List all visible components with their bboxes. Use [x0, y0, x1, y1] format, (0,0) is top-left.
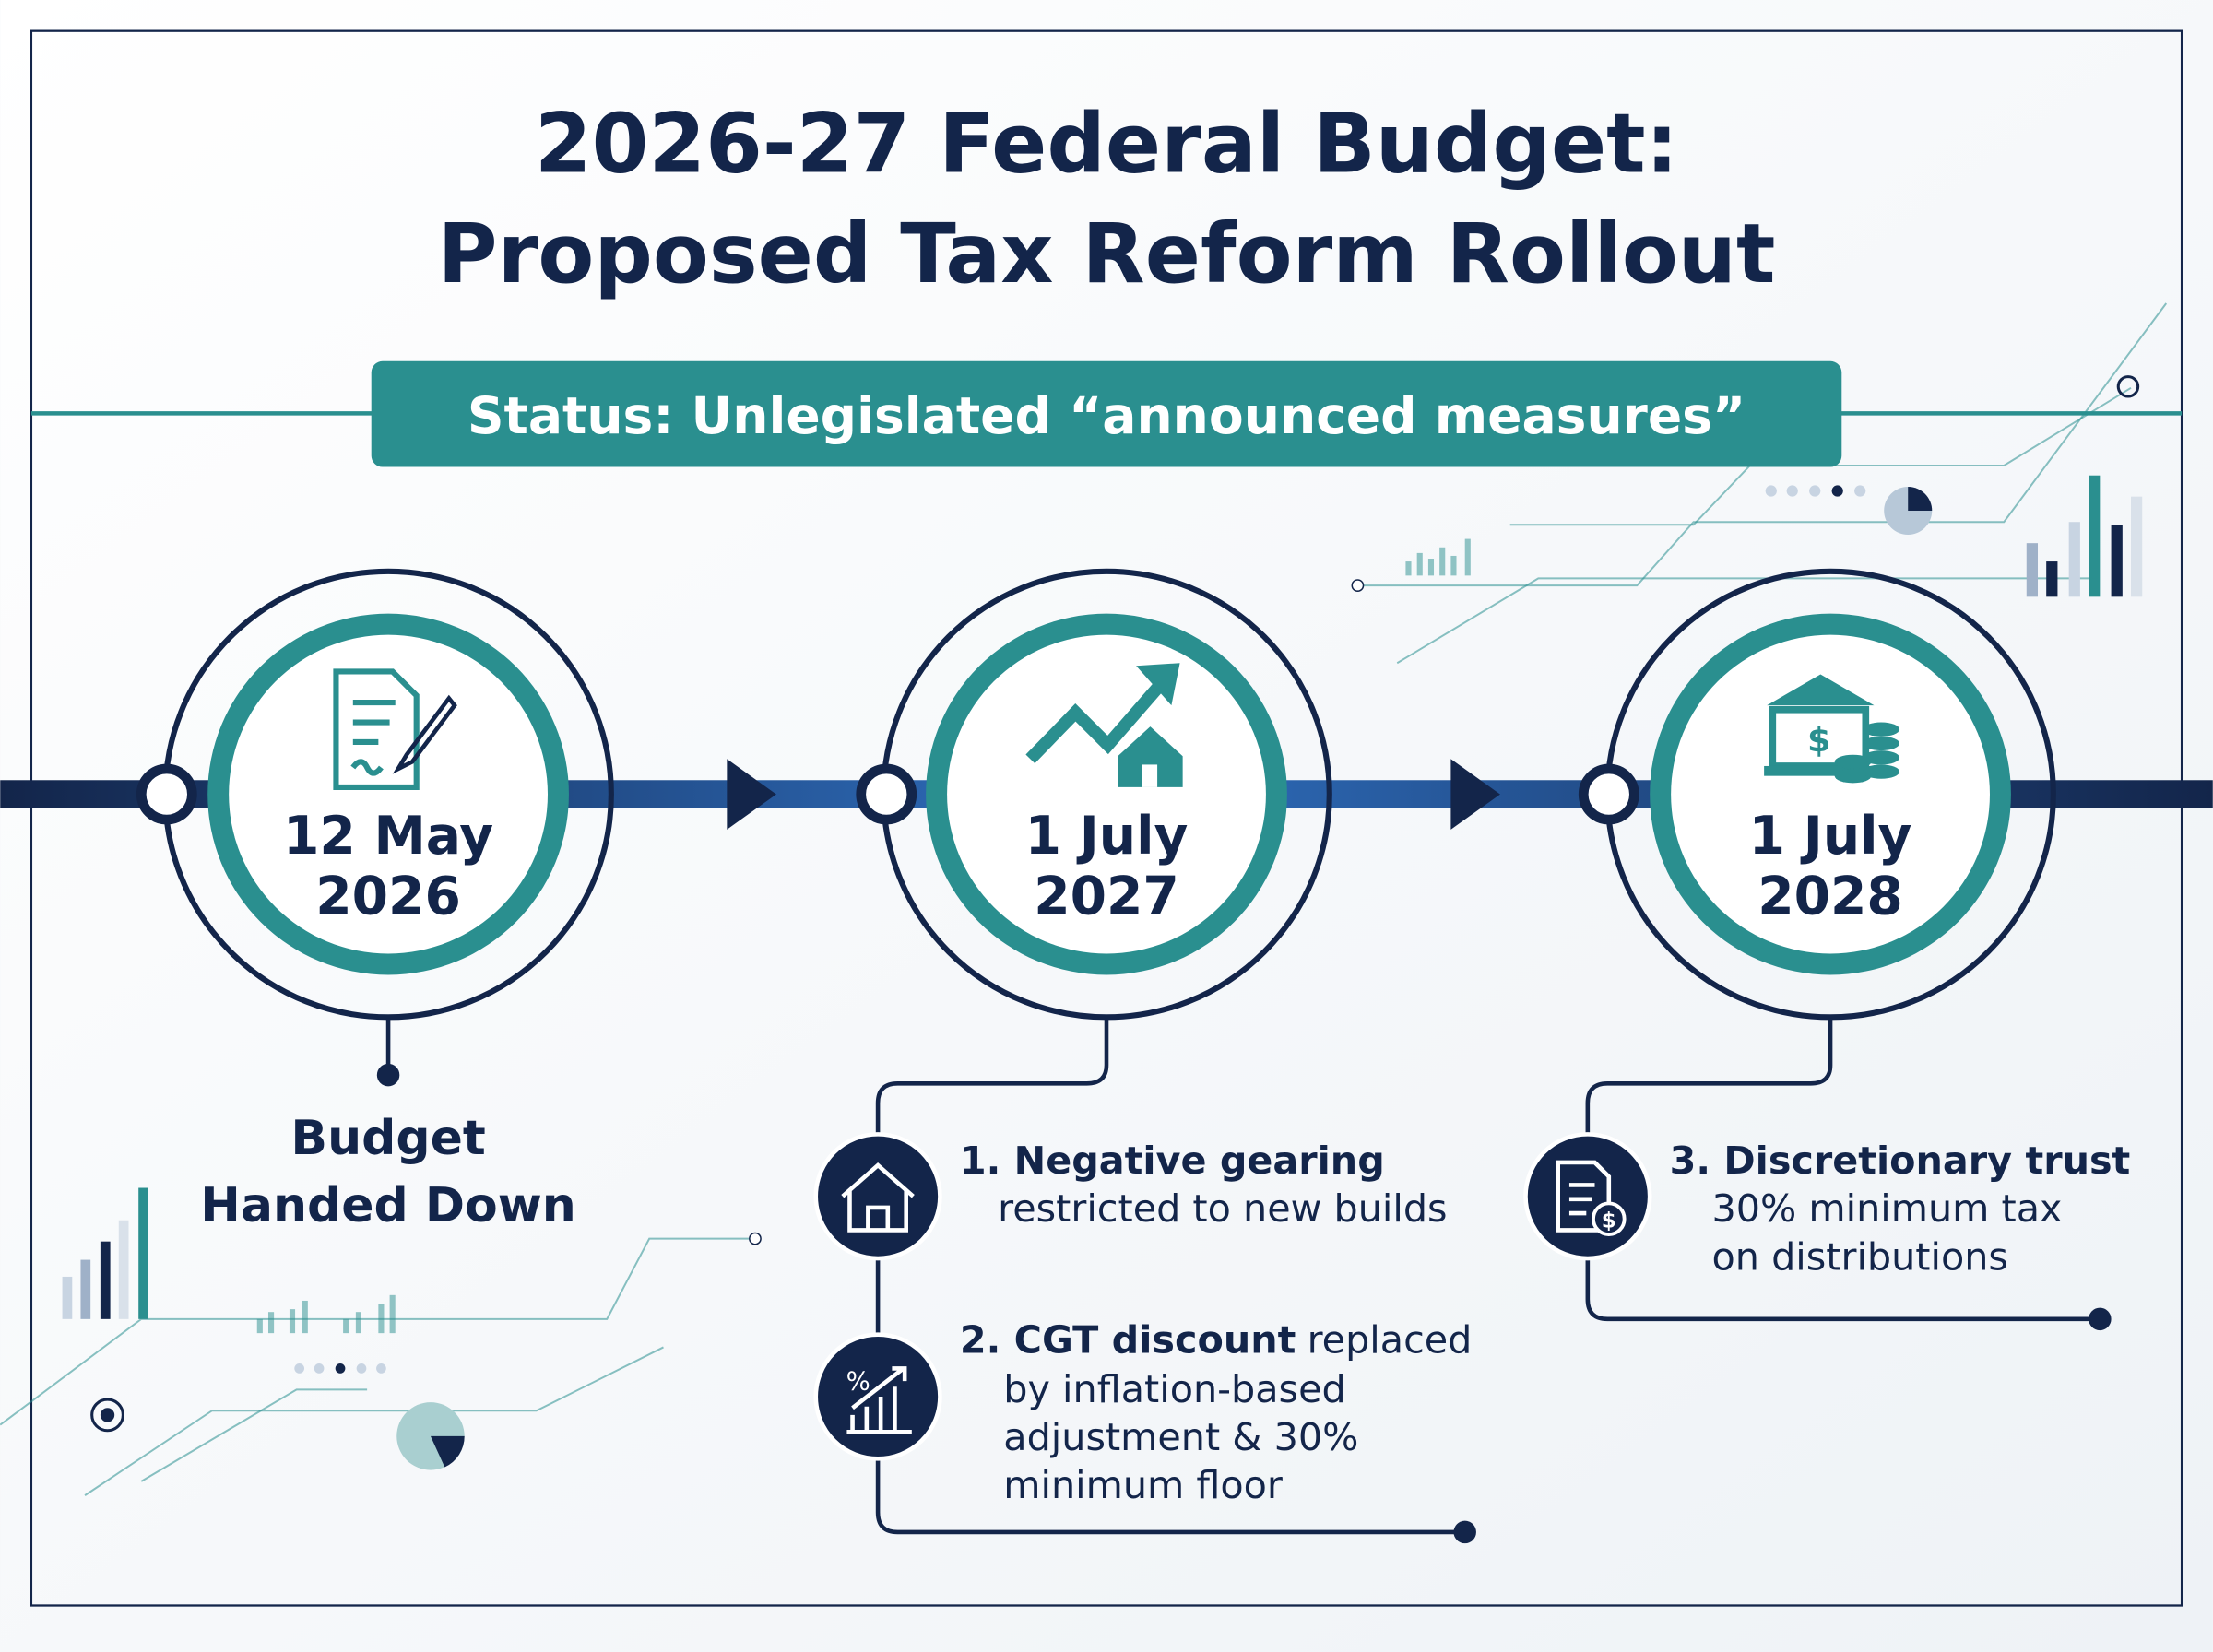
connector-dot: [376, 1063, 2112, 1544]
status: Status: Unlegislated “announced measures…: [467, 386, 1746, 445]
growth-icon: %: [813, 1332, 942, 1461]
decoration: [0, 302, 2168, 1496]
item-heading: 2. CGT discount: [960, 1318, 1296, 1363]
milestone-circle: [136, 568, 614, 1021]
milestone-label: Handed Down: [200, 1178, 576, 1233]
title: Proposed Tax Reform Rollout: [438, 206, 1776, 301]
date: 2027: [1034, 867, 1179, 927]
date: 12 May: [283, 806, 493, 867]
trust-icon: $: [1523, 1132, 1652, 1261]
milestone-circle: [856, 568, 1332, 1021]
item-text: by inflation-based: [1003, 1367, 1345, 1411]
date: 1 July: [1025, 806, 1189, 867]
svg-text:$: $: [1807, 721, 1831, 761]
date: 2028: [1757, 867, 1903, 927]
item-heading: 3. Discretionary trust: [1670, 1139, 2131, 1183]
item-text: replaced: [1308, 1318, 1473, 1363]
item-text: on distributions: [1712, 1234, 2008, 1279]
item-heading: 1. Negative gearing: [960, 1139, 1385, 1183]
date: 2026: [315, 867, 461, 927]
item-text: minimum floor: [1003, 1463, 1283, 1507]
bank-coins-icon: $: [1764, 674, 1900, 784]
item-text: restricted to new builds: [998, 1186, 1447, 1231]
trend-house-icon: [1025, 663, 1183, 787]
date: 1 July: [1749, 806, 1912, 867]
frame: [30, 30, 2183, 1607]
item-text: 30% minimum tax: [1712, 1186, 2063, 1231]
milestone-circle: [1578, 568, 2056, 1021]
item-text: adjustment & 30%: [1003, 1415, 1358, 1459]
svg-text:$: $: [1602, 1209, 1616, 1233]
status-pill: [371, 360, 1842, 467]
item-line: 2. CGT discount replaced: [960, 1318, 1473, 1363]
title: 2026-27 Federal Budget:: [535, 97, 1678, 192]
svg-text:%: %: [846, 1366, 870, 1396]
document-icon: [333, 668, 457, 790]
house-icon: [813, 1132, 942, 1261]
milestone-label: Budget: [290, 1111, 485, 1166]
